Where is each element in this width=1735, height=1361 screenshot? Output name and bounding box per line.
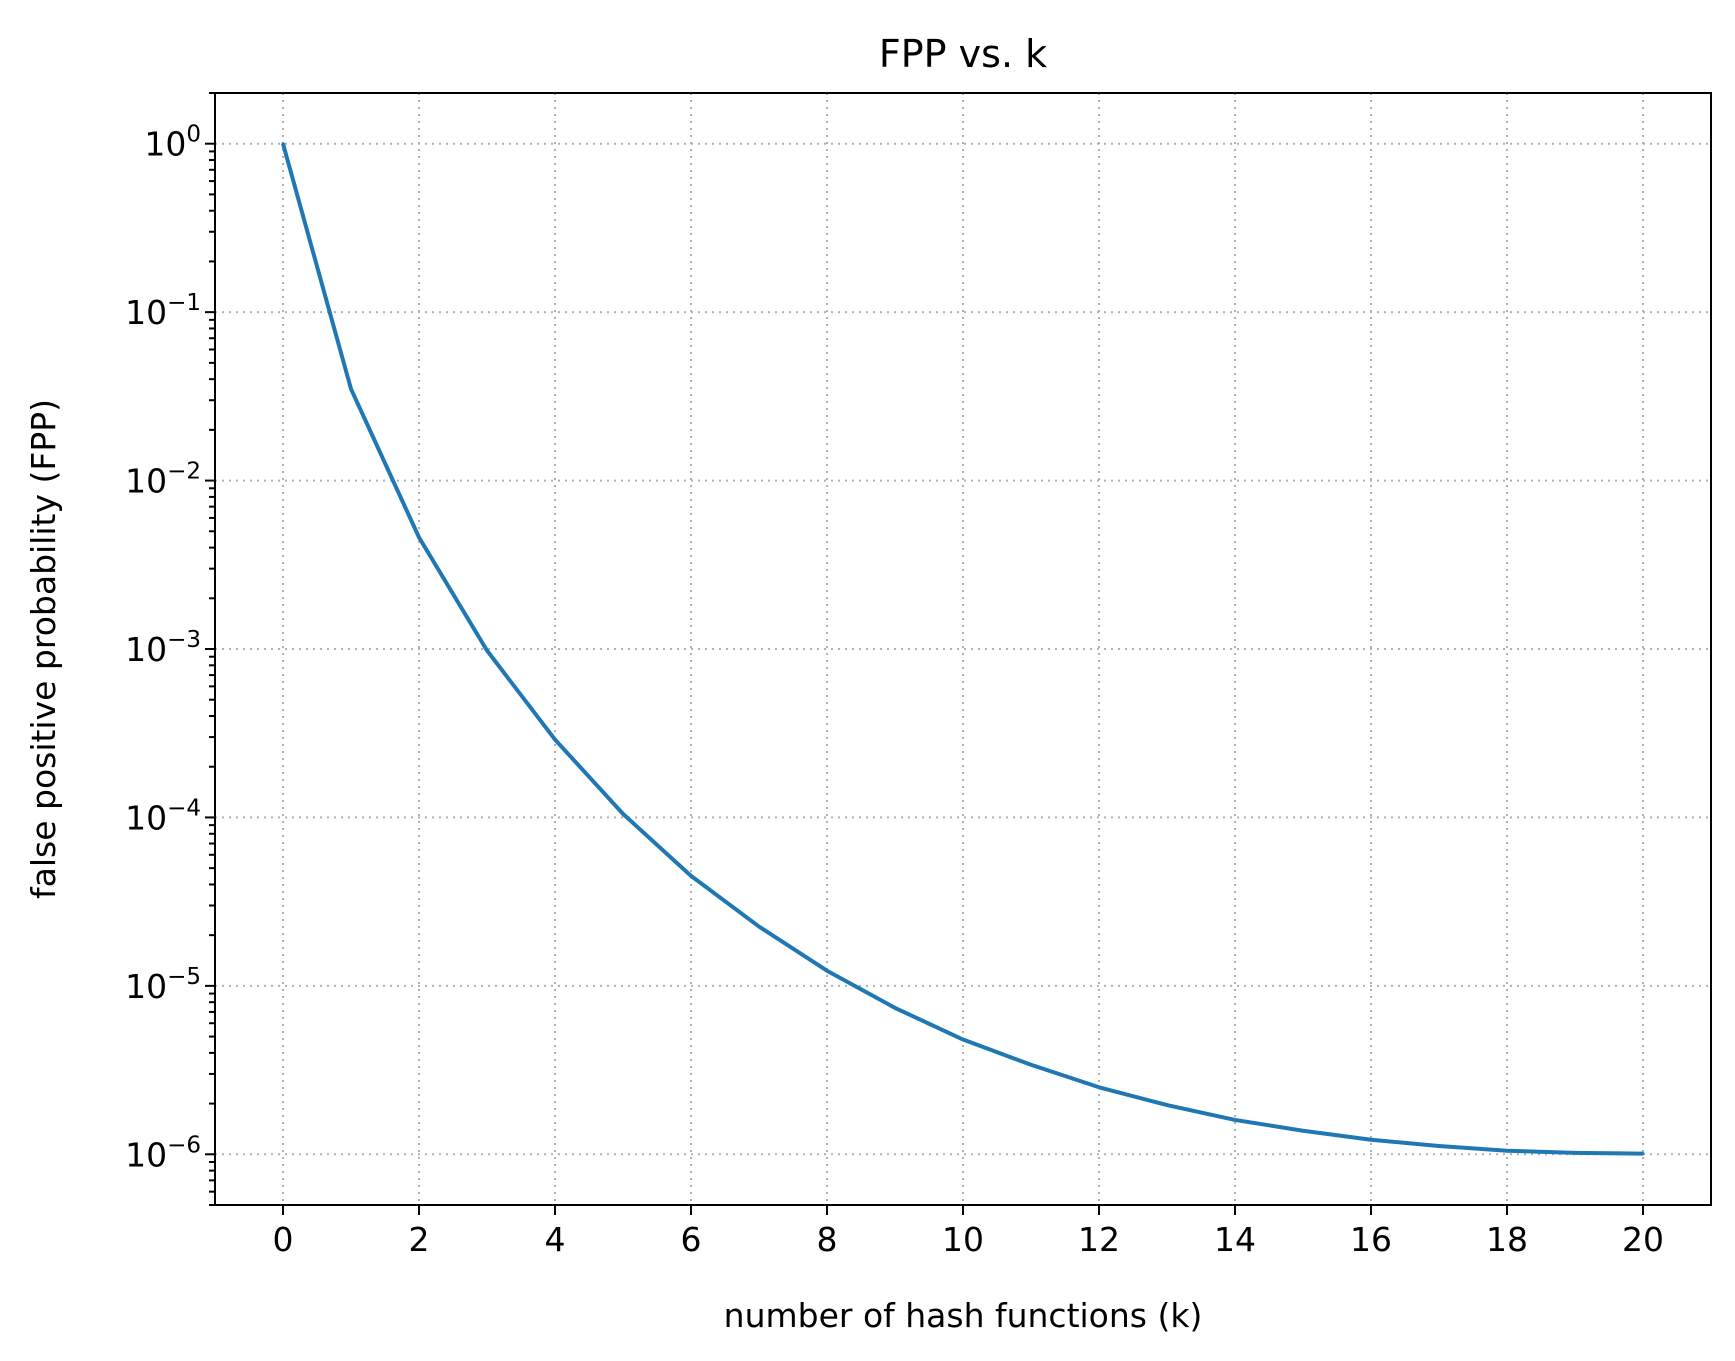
y-tick-base: 10: [125, 798, 167, 837]
data-point: [417, 535, 421, 539]
data-point: [553, 738, 557, 742]
data-point: [281, 142, 285, 146]
data-point: [1505, 1149, 1509, 1153]
data-point: [893, 1006, 897, 1010]
x-tick-label: 10: [942, 1220, 984, 1259]
data-point: [1437, 1144, 1441, 1148]
data-point: [825, 969, 829, 973]
y-tick-label: 100: [144, 122, 201, 164]
y-tick-label: 10−5: [125, 964, 201, 1006]
data-point: [1029, 1063, 1033, 1067]
y-tick-label: 10−4: [125, 795, 201, 837]
data-point: [689, 874, 693, 878]
grid-layer: [215, 93, 1711, 1205]
chart-title: FPP vs. k: [879, 32, 1047, 76]
series-layer: [281, 142, 1645, 1156]
y-tick-base: 10: [125, 293, 167, 332]
data-point: [1165, 1103, 1169, 1107]
x-tick-label: 4: [545, 1220, 566, 1259]
y-tick-base: 10: [125, 967, 167, 1006]
y-tick-exponent: −2: [167, 459, 201, 485]
x-tick-label: 2: [409, 1220, 430, 1259]
data-point: [1573, 1151, 1577, 1155]
x-tick-label: 0: [273, 1220, 294, 1259]
y-tick-exponent: −3: [167, 627, 201, 653]
y-axis-label: false positive probability (FPP): [24, 399, 63, 899]
x-tick-label: 20: [1622, 1220, 1664, 1259]
x-tick-label: 14: [1214, 1220, 1256, 1259]
data-point: [1097, 1085, 1101, 1089]
y-tick-base: 10: [125, 630, 167, 669]
data-point: [757, 925, 761, 929]
data-point: [485, 648, 489, 652]
data-point: [961, 1038, 965, 1042]
data-point: [1233, 1118, 1237, 1122]
x-tick-label: 8: [817, 1220, 838, 1259]
y-tick-label: 10−1: [125, 290, 201, 332]
y-tick-base: 10: [125, 462, 167, 501]
y-tick-exponent: −6: [167, 1132, 201, 1158]
tick-layer: 0 2 4 6 8 10 12 14 16 18 2010010−110−210−310−410−5…: [125, 92, 1664, 1259]
x-tick-label: 6: [681, 1220, 702, 1259]
x-tick-label: 12: [1078, 1220, 1120, 1259]
data-point: [1301, 1129, 1305, 1133]
y-tick-base: 10: [144, 125, 186, 164]
x-tick-label: 18: [1486, 1220, 1528, 1259]
x-tick-label: 16: [1350, 1220, 1392, 1259]
x-axis-label: number of hash functions (k): [724, 1296, 1203, 1335]
y-tick-label: 10−6: [125, 1132, 201, 1174]
y-tick-exponent: −4: [167, 795, 201, 821]
data-point: [1369, 1138, 1373, 1142]
y-tick-label: 10−2: [125, 459, 201, 501]
y-tick-label: 10−3: [125, 627, 201, 669]
y-tick-exponent: −1: [167, 290, 201, 316]
data-point: [1641, 1152, 1645, 1156]
y-tick-exponent: 0: [186, 122, 201, 148]
y-tick-base: 10: [125, 1135, 167, 1174]
data-point: [621, 812, 625, 816]
data-point: [349, 387, 353, 391]
y-tick-exponent: −5: [167, 964, 201, 990]
